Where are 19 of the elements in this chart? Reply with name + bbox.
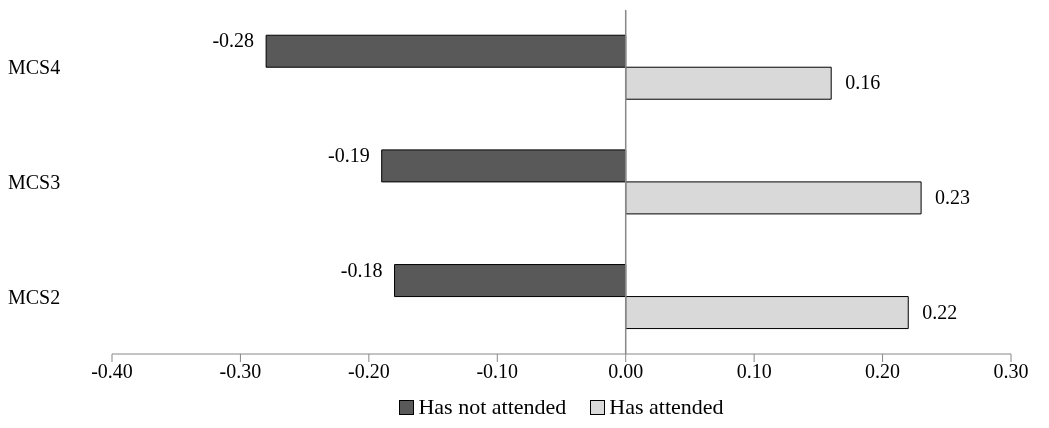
y-tick-label: MCS4 <box>8 56 61 79</box>
x-tick-label: -0.30 <box>219 360 262 383</box>
y-tick-label: MCS2 <box>8 285 61 308</box>
x-tick-label: -0.10 <box>476 360 519 383</box>
legend-label: Has attended <box>608 394 724 420</box>
data-label: 0.23 <box>935 185 971 208</box>
data-label: -0.19 <box>328 143 370 166</box>
data-label: 0.16 <box>845 71 881 94</box>
x-tick-label: 0.20 <box>865 360 901 383</box>
x-tick-label: 0.00 <box>608 360 644 383</box>
legend-label: Has not attended <box>417 394 567 420</box>
x-tick-label: 0.10 <box>736 360 772 383</box>
data-label: -0.18 <box>340 258 383 281</box>
data-label: -0.28 <box>212 29 255 52</box>
y-tick-label: MCS3 <box>8 171 61 194</box>
x-tick-label: 0.30 <box>993 360 1029 383</box>
x-tick-label: -0.20 <box>348 360 390 383</box>
x-tick-label: -0.40 <box>91 360 133 383</box>
data-label: 0.22 <box>922 300 958 323</box>
